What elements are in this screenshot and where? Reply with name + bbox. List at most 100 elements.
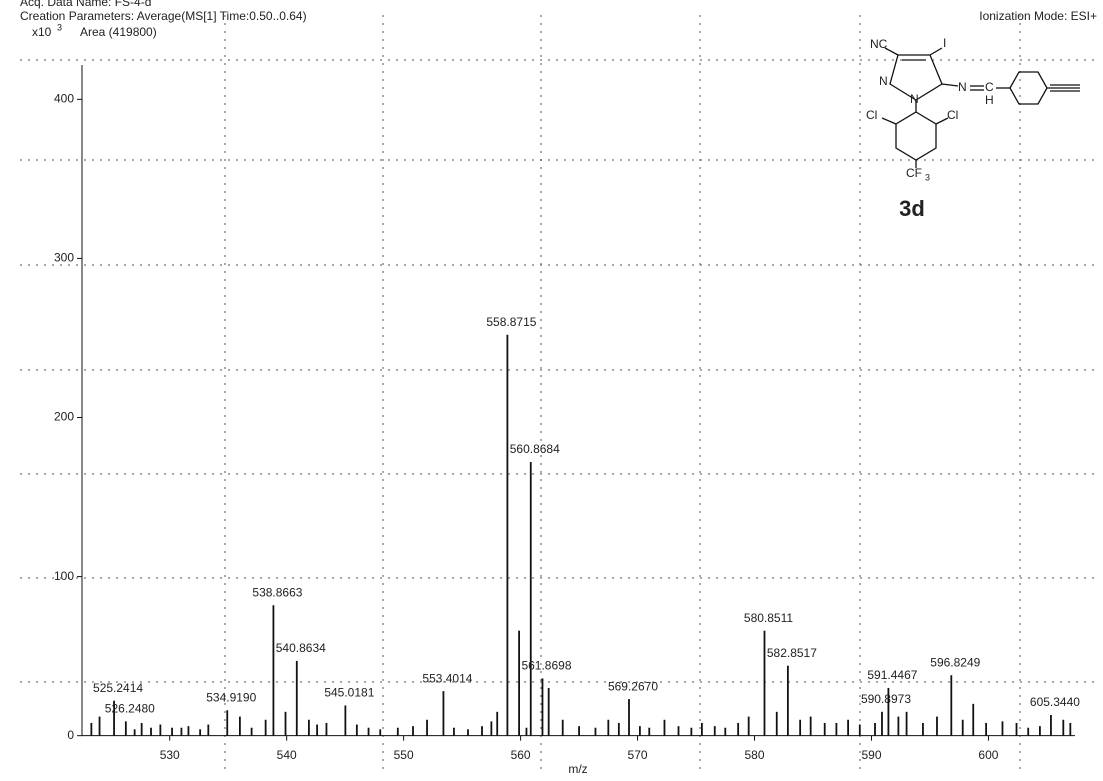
peak xyxy=(690,727,693,736)
x-tick-label: 530 xyxy=(160,748,180,762)
y-tick-label: 200 xyxy=(54,410,74,424)
atom-label: Cl xyxy=(947,108,958,122)
peak-label: 525.2414 xyxy=(93,681,143,695)
peak xyxy=(700,722,703,736)
peak xyxy=(207,724,210,736)
peak xyxy=(737,722,740,736)
title: Creation Parameters: Average(MS[1] Time:… xyxy=(20,9,307,23)
peak-label: 545.0181 xyxy=(324,686,374,700)
peak xyxy=(453,727,455,736)
peak xyxy=(1039,726,1041,736)
atom-label: H xyxy=(985,93,994,107)
peak xyxy=(747,716,750,736)
peak xyxy=(98,716,101,736)
peak xyxy=(648,727,651,736)
y-tick-label: 300 xyxy=(54,251,74,265)
peak xyxy=(284,711,287,736)
peak xyxy=(1001,721,1004,736)
peak xyxy=(1050,715,1052,736)
peak xyxy=(594,727,597,736)
peak xyxy=(379,729,382,736)
peak xyxy=(238,716,241,736)
peak xyxy=(442,691,445,736)
peak xyxy=(617,722,620,736)
peak xyxy=(308,719,310,736)
x-axis-label: m/z xyxy=(568,762,587,776)
peak xyxy=(1015,722,1018,736)
peak xyxy=(467,729,469,736)
peak xyxy=(874,722,876,736)
peak xyxy=(881,711,883,736)
peak xyxy=(961,719,964,736)
peak-label: 553.4014 xyxy=(422,671,472,685)
peak xyxy=(506,334,509,736)
peak xyxy=(713,726,716,736)
peak xyxy=(199,729,202,736)
peak xyxy=(823,722,826,736)
peak xyxy=(518,630,520,736)
peak xyxy=(250,727,253,736)
peak xyxy=(786,665,789,736)
peak xyxy=(367,727,370,736)
y-multiplier: x10 xyxy=(32,25,52,39)
peak xyxy=(325,722,328,736)
x-tick-label: 580 xyxy=(745,748,765,762)
peak-label: 580.8511 xyxy=(744,611,793,625)
peak xyxy=(1027,727,1030,736)
atom-label: I xyxy=(943,36,946,50)
peak xyxy=(561,719,564,736)
peak-label: 591.4467 xyxy=(867,668,917,682)
peak xyxy=(525,727,528,736)
peak xyxy=(150,727,152,736)
atom-label: 3 xyxy=(925,172,930,182)
peak xyxy=(481,726,483,736)
peak xyxy=(124,721,127,736)
peak xyxy=(809,716,812,736)
peak xyxy=(180,727,183,736)
atom-label: CF xyxy=(906,166,922,180)
peak-label: 558.8715 xyxy=(486,315,536,329)
x-tick-label: 590 xyxy=(861,748,881,762)
peak-label: 605.3440 xyxy=(1030,695,1080,709)
peak-label: 560.8684 xyxy=(510,442,560,456)
atom-label: NC xyxy=(870,37,888,51)
ionization-mode: Ionization Mode: ESI+ xyxy=(979,9,1097,23)
peak-label: 590.8973 xyxy=(861,692,911,706)
peak xyxy=(1062,719,1065,736)
peak xyxy=(799,719,802,736)
x-tick-label: 570 xyxy=(628,748,648,762)
peak-label: 534.9190 xyxy=(206,690,256,704)
peak xyxy=(677,726,680,736)
peak xyxy=(905,711,908,736)
peak xyxy=(412,726,414,736)
peak xyxy=(496,711,499,736)
peak xyxy=(171,727,173,736)
peak-label: 596.8249 xyxy=(930,655,980,669)
peak xyxy=(140,722,143,736)
peak xyxy=(639,726,641,736)
x-tick-label: 600 xyxy=(978,748,998,762)
peak xyxy=(775,711,778,736)
peak xyxy=(113,700,115,736)
peak xyxy=(226,710,229,736)
y-tick-label: 400 xyxy=(54,91,74,105)
x-tick-label: 540 xyxy=(277,748,297,762)
peak xyxy=(607,719,610,736)
structure: NC I N N N C H Cl Cl CF 3 3d xyxy=(866,36,1080,221)
x-tick-label: 550 xyxy=(394,748,414,762)
atom-label: N xyxy=(910,92,919,106)
peak-label: 526.2480 xyxy=(105,702,155,716)
peak xyxy=(578,726,580,736)
peak xyxy=(628,699,630,736)
peak xyxy=(187,726,190,736)
peak xyxy=(724,727,727,736)
peak xyxy=(663,719,666,736)
peak xyxy=(355,724,358,736)
atom-label: Cl xyxy=(866,108,877,122)
peak xyxy=(763,630,766,736)
y-multiplier-exp: 3 xyxy=(57,22,62,32)
peak xyxy=(922,722,924,736)
peak xyxy=(426,719,428,736)
peak xyxy=(529,462,532,736)
